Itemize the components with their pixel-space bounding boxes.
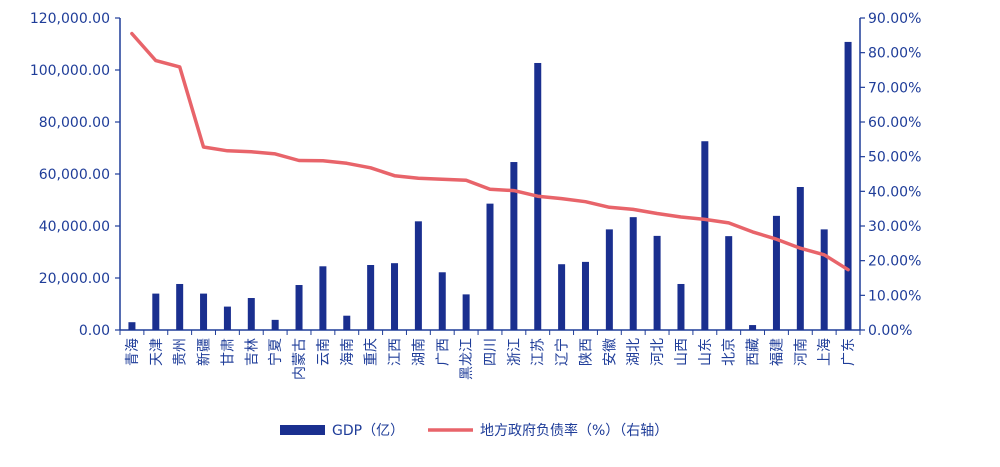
bar-gdp [462, 294, 470, 330]
x-category-label: 新疆 [197, 338, 213, 366]
x-category-label: 福建 [769, 338, 785, 366]
y-tick-label-left: 0.00 [79, 323, 110, 339]
bar-gdp [367, 265, 375, 330]
y-tick-label-left: 100,000.00 [30, 63, 110, 79]
x-category-label: 辽宁 [554, 338, 571, 366]
x-category-label: 湖南 [411, 338, 427, 366]
bar-gdp [438, 272, 446, 330]
x-category-label: 四川 [483, 338, 499, 366]
bar-gdp [701, 141, 709, 330]
x-category-label: 宁夏 [267, 338, 284, 366]
x-category-label: 山西 [674, 338, 690, 366]
x-category-label: 贵州 [173, 338, 189, 366]
y-tick-label-right: 20.00% [868, 254, 921, 270]
x-category-label: 西藏 [746, 338, 762, 366]
legend: GDP（亿） 地方政府负债率（%）（右轴） [280, 422, 668, 439]
bar-gdp [414, 221, 422, 330]
legend-line-label: 地方政府负债率（%）（右轴） [480, 422, 668, 439]
bar-gdp [772, 215, 780, 330]
labels-layer: 0.00 20,000.00 40,000.00 60,000.00 80,000.00… [30, 11, 922, 380]
legend-bar-swatch [280, 425, 325, 435]
bar-gdp [176, 283, 184, 330]
x-category-label: 云南 [316, 338, 332, 366]
x-category-label: 甘肃 [220, 338, 236, 366]
bar-gdp [653, 235, 661, 330]
y-tick-label-left: 80,000.00 [39, 115, 110, 131]
x-category-label: 天津 [149, 338, 165, 366]
bar-gdp [725, 236, 733, 330]
bar-gdp [343, 315, 351, 330]
bar-gdp [677, 283, 685, 330]
bar-gdp [200, 293, 208, 330]
y-tick-label-left: 120,000.00 [30, 11, 110, 27]
y-tick-label-right: 50.00% [868, 150, 921, 166]
y-tick-label-left: 40,000.00 [39, 219, 110, 235]
x-category-label: 河北 [650, 338, 666, 366]
x-category-label: 河南 [793, 338, 809, 366]
y-tick-label-right: 90.00% [868, 11, 921, 27]
x-category-label: 上海 [817, 338, 833, 366]
bar-gdp [223, 306, 231, 330]
bar-gdp [486, 203, 494, 330]
y-tick-label-right: 10.00% [868, 288, 921, 304]
x-category-label: 江西 [388, 338, 404, 366]
bar-gdp [820, 229, 828, 330]
x-category-label: 湖北 [626, 338, 642, 366]
x-category-label: 海南 [340, 338, 356, 366]
x-category-label: 黑龙江 [459, 338, 475, 380]
y-tick-label-left: 20,000.00 [39, 271, 110, 287]
y-tick-label-right: 40.00% [868, 184, 921, 200]
x-category-label: 陕西 [578, 338, 594, 366]
bar-gdp [558, 264, 566, 330]
bar-gdp [247, 298, 255, 330]
bar-gdp [796, 187, 804, 330]
line-layer [130, 31, 850, 272]
x-category-label: 江苏 [531, 338, 547, 366]
x-category-label: 浙江 [507, 338, 523, 366]
y-tick-label-right: 60.00% [868, 115, 921, 131]
x-category-label: 内蒙古 [292, 338, 308, 380]
y-tick-label-right: 80.00% [868, 46, 921, 62]
bar-gdp [510, 162, 518, 330]
bar-gdp [844, 41, 852, 331]
bar-gdp [629, 217, 637, 330]
y-tick-label-left: 60,000.00 [39, 167, 110, 183]
bar-gdp [605, 229, 613, 330]
bar-gdp [749, 325, 757, 330]
bar-gdp [581, 261, 589, 330]
bar-gdp [128, 322, 136, 330]
x-category-label: 山东 [698, 338, 714, 366]
x-category-label: 广东 [841, 338, 857, 366]
x-category-label: 北京 [722, 338, 738, 366]
y-tick-label-right: 70.00% [868, 80, 921, 96]
x-category-label: 广西 [435, 338, 451, 366]
bar-gdp [295, 285, 303, 330]
bar-gdp [391, 263, 399, 330]
bar-gdp [271, 319, 279, 330]
bar-gdp [319, 266, 327, 330]
x-category-label: 重庆 [364, 338, 380, 366]
x-category-label: 吉林 [244, 338, 260, 366]
y-tick-label-right: 0.00% [868, 323, 912, 339]
bar-gdp [152, 293, 160, 330]
x-category-label: 安徽 [602, 338, 618, 366]
legend-bar-label: GDP（亿） [332, 423, 404, 439]
x-category-label: 青海 [125, 338, 141, 366]
bars-layer [128, 41, 852, 331]
y-tick-label-right: 30.00% [868, 219, 921, 235]
